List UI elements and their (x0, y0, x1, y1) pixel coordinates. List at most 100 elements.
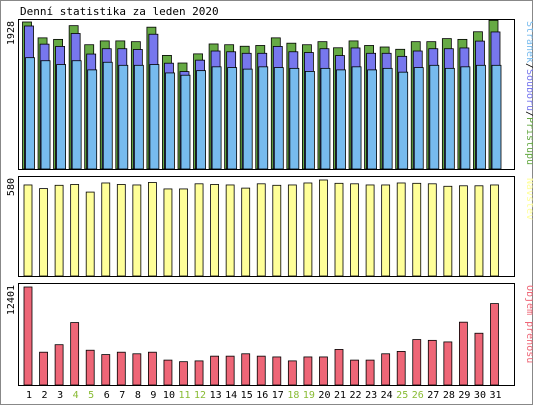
day-label-25: 25 (396, 390, 408, 401)
bar-kbytes-day-21 (334, 349, 344, 386)
bar-kbytes-day-24 (381, 353, 391, 386)
legend-part: / (524, 111, 533, 117)
bar-pages-day-4 (71, 60, 82, 170)
day-label-9: 9 (150, 390, 156, 401)
bar-kbytes-day-29 (458, 321, 468, 386)
bar-kbytes-day-26 (412, 339, 422, 386)
bar-pages-day-6 (102, 61, 113, 170)
bar-kbytes-day-16 (256, 355, 266, 386)
panel-kbytes-max-label: 12401 (6, 285, 17, 315)
panel-visits-legend: Návštěv (524, 178, 533, 220)
bar-visits-day-24 (381, 184, 391, 277)
bar-kbytes-day-8 (132, 353, 142, 386)
bar-visits-day-1 (23, 184, 33, 277)
bar-pages-day-31 (491, 64, 502, 170)
bar-pages-day-9 (149, 64, 160, 170)
bar-kbytes-day-14 (225, 355, 235, 386)
day-label-7: 7 (119, 390, 125, 401)
panel-kbytes: 12401 Objem přenosu (6, 283, 533, 386)
bar-visits-day-22 (350, 183, 359, 277)
bar-pages-day-5 (87, 69, 98, 170)
bar-pages-day-20 (320, 67, 331, 170)
day-axis: 1 2 3 4 5 6 7 8 9 10 11 12 13 14 15 16 17 18 19 20 21 22 23 24 2… (26, 390, 502, 401)
bar-pages-day-23 (367, 69, 378, 170)
day-label-18: 18 (287, 390, 299, 401)
bar-kbytes-day-28 (443, 341, 453, 386)
bar-pages-day-19 (304, 71, 315, 170)
day-label-31: 31 (489, 390, 501, 401)
bar-kbytes-day-12 (194, 360, 204, 386)
day-label-22: 22 (350, 390, 362, 401)
bar-pages-day-26 (413, 67, 424, 170)
day-label-3: 3 (57, 390, 63, 401)
bar-kbytes-day-5 (85, 349, 95, 386)
day-label-27: 27 (427, 390, 439, 401)
bar-visits-day-11 (179, 188, 188, 277)
bar-pages-day-15 (242, 68, 253, 170)
day-label-24: 24 (381, 390, 393, 401)
day-label-23: 23 (365, 390, 377, 401)
day-label-2: 2 (42, 390, 48, 401)
bar-visits-day-25 (396, 182, 406, 277)
bar-pages-day-7 (118, 64, 129, 170)
day-label-11: 11 (178, 390, 190, 401)
bar-kbytes-day-15 (241, 353, 251, 386)
bar-visits-day-17 (272, 184, 282, 277)
bar-kbytes-day-11 (179, 361, 188, 386)
bar-visits-day-31 (490, 184, 499, 277)
bar-pages-day-16 (258, 66, 269, 170)
bar-visits-day-19 (303, 182, 313, 277)
panel-visits: 580 Návštěv (6, 176, 533, 277)
day-label-14: 14 (225, 390, 237, 401)
bar-visits-day-18 (287, 184, 297, 277)
bar-visits-day-15 (241, 187, 251, 277)
bar-kbytes-day-31 (490, 303, 499, 386)
day-label-20: 20 (318, 390, 330, 401)
bar-visits-day-8 (132, 184, 142, 277)
bar-pages-day-13 (211, 66, 222, 170)
bar-kbytes-day-3 (54, 344, 64, 386)
day-label-17: 17 (272, 390, 284, 401)
panel-visits-max-label: 580 (6, 178, 17, 196)
legend-part: / (524, 63, 533, 69)
bar-kbytes-day-19 (303, 356, 313, 386)
legend-part: Návštěv (524, 178, 533, 220)
bar-pages-day-11 (180, 74, 191, 170)
bar-kbytes-day-10 (163, 359, 173, 386)
bar-kbytes-day-4 (70, 322, 80, 386)
bar-pages-day-25 (398, 71, 409, 170)
bar-kbytes-day-22 (350, 359, 359, 386)
bar-visits-day-10 (163, 188, 173, 277)
bar-kbytes-day-30 (474, 332, 484, 386)
bar-visits-day-4 (70, 184, 80, 277)
legend-part: Objem přenosu (524, 285, 533, 363)
day-label-29: 29 (458, 390, 470, 401)
bar-pages-day-14 (227, 67, 238, 170)
bar-kbytes-day-7 (116, 351, 126, 386)
bar-pages-day-12 (196, 70, 206, 170)
bar-visits-day-13 (210, 184, 220, 277)
bar-visits-day-20 (319, 179, 328, 277)
day-label-4: 4 (73, 390, 79, 401)
bar-visits-day-26 (412, 182, 422, 277)
bar-visits-day-14 (225, 184, 235, 277)
day-label-30: 30 (474, 390, 486, 401)
day-label-15: 15 (241, 390, 253, 401)
day-label-12: 12 (194, 390, 206, 401)
day-label-28: 28 (443, 390, 455, 401)
day-label-19: 19 (303, 390, 315, 401)
day-label-26: 26 (412, 390, 424, 401)
legend-part: Stránek (524, 21, 533, 63)
bar-pages-day-1 (25, 57, 35, 170)
bar-pages-day-28 (444, 67, 455, 170)
bar-pages-day-8 (133, 64, 144, 170)
bar-pages-day-24 (382, 67, 393, 170)
bar-kbytes-day-18 (287, 360, 297, 386)
bar-pages-day-2 (40, 60, 51, 170)
bar-kbytes-day-6 (101, 354, 111, 386)
bar-visits-day-3 (54, 184, 64, 277)
bar-kbytes-day-20 (319, 356, 328, 386)
bar-visits-day-5 (85, 191, 95, 277)
